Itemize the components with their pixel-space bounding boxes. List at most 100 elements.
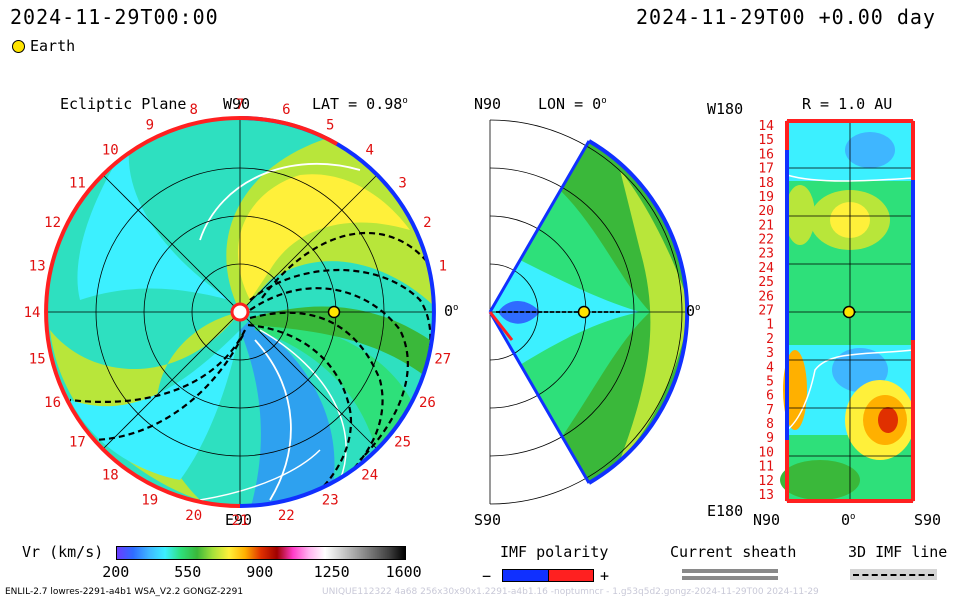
synoptic-e180-label: E180 [707, 502, 744, 520]
ecliptic-title: Ecliptic Plane [60, 95, 187, 113]
meridional-0-label: 0o [686, 302, 701, 320]
meridional-lon-label: LON = 0o [538, 95, 607, 113]
carrington-tick-25: 25 [394, 435, 411, 451]
carrington-tick-labels: 20 21 222324252627123456789101112131415161… [24, 97, 452, 529]
carrington-tick-15: 15 [29, 351, 46, 367]
carrington-tick-11: 11 [69, 175, 86, 191]
meridional-speed-field [490, 141, 688, 483]
synoptic-y-label-19: 19 [758, 190, 774, 205]
carrington-tick-26: 26 [419, 395, 436, 411]
carrington-tick-18: 18 [102, 468, 119, 484]
carrington-tick-9: 9 [146, 118, 154, 134]
synoptic-y-label-12: 12 [758, 474, 774, 489]
colorbar-tick-1600: 1600 [385, 563, 422, 581]
carrington-tick-4: 4 [365, 142, 373, 158]
imf-3d-swatch [850, 569, 937, 580]
ecliptic-speed-field [46, 118, 434, 506]
synoptic-y-label-16: 16 [758, 147, 774, 162]
current-sheath-line-2 [682, 576, 778, 580]
synoptic-y-label-26: 26 [758, 289, 774, 304]
current-sheath-line-1 [682, 569, 778, 573]
colorbar-label: Vr (km/s) [22, 543, 104, 561]
synoptic-y-label-18: 18 [758, 176, 774, 191]
synoptic-y-label-21: 21 [758, 218, 774, 233]
synoptic-y-label-3: 3 [766, 346, 774, 361]
imf-negative-swatch [502, 569, 549, 582]
synoptic-0-label: 0o [841, 511, 856, 529]
meridional-n90-label: N90 [474, 95, 502, 113]
colorbar-tick-550: 550 [174, 563, 202, 581]
synoptic-y-label-13: 13 [758, 488, 774, 503]
carrington-tick-8: 8 [189, 102, 197, 118]
synoptic-n90-label: N90 [753, 511, 781, 529]
imf-plus-label: + [600, 567, 610, 585]
synoptic-y-label-4: 4 [766, 360, 774, 375]
model-info: ENLIL-2.7 lowres-2291-a4b1 WSA_V2.2 GONG… [5, 587, 244, 597]
carrington-tick-7: 7 [236, 97, 244, 113]
carrington-tick-5: 5 [326, 118, 334, 134]
synoptic-y-label-24: 24 [758, 261, 774, 276]
carrington-tick-2: 2 [423, 215, 431, 231]
datetime-right: 2024-11-29T00 +0.00 day [636, 5, 936, 29]
synoptic-y-label-22: 22 [758, 233, 774, 248]
imf-minus-label: − [482, 567, 492, 585]
synoptic-y-label-20: 20 [758, 204, 774, 219]
ecliptic-w90-label: W90 [223, 95, 251, 113]
synoptic-y-label-8: 8 [766, 417, 774, 432]
synoptic-y-label-1: 1 [766, 318, 774, 333]
synoptic-w180-label: W180 [707, 100, 744, 118]
synoptic-y-label-25: 25 [758, 275, 774, 290]
ecliptic-e90-label: E90 [225, 511, 253, 529]
synoptic-y-label-14: 14 [758, 119, 774, 134]
imf-positive-swatch [548, 569, 594, 582]
earth-marker-meridional [577, 305, 591, 319]
run-id: UNIQUE112322 4a68 256x30x90x1.2291-a4b1.… [322, 587, 819, 597]
synoptic-y-label-10: 10 [758, 445, 774, 460]
synoptic-y-label-2: 2 [766, 332, 774, 347]
carrington-tick-22: 22 [278, 508, 295, 524]
carrington-tick-27: 27 [434, 351, 451, 367]
carrington-tick-13: 13 [29, 259, 46, 275]
carrington-tick-20: 20 [185, 508, 202, 524]
carrington-tick-12: 12 [44, 215, 61, 231]
carrington-tick-17: 17 [69, 435, 86, 451]
synoptic-y-label-5: 5 [766, 375, 774, 390]
synoptic-y-label-11: 11 [758, 460, 774, 475]
synoptic-y-label-15: 15 [758, 133, 774, 148]
colorbar-tick-200: 200 [102, 563, 130, 581]
ecliptic-polarity-west [44, 116, 241, 508]
meridional-s90-label: S90 [474, 511, 502, 529]
synoptic-r-label: R = 1.0 AU [802, 95, 893, 113]
carrington-tick-24: 24 [361, 468, 378, 484]
synoptic-s90-label: S90 [914, 511, 942, 529]
carrington-tick-3: 3 [398, 175, 406, 191]
colorbar-tick-1250: 1250 [313, 563, 350, 581]
imf-3d-title: 3D IMF line [848, 543, 948, 561]
sun-marker [230, 302, 250, 322]
synoptic-y-label-9: 9 [766, 431, 774, 446]
synoptic-y-labels: 1415161718192021222324252627123456789101… [758, 119, 774, 503]
imf-polarity-title: IMF polarity [500, 543, 609, 561]
synoptic-y-label-23: 23 [758, 247, 774, 262]
synoptic-y-label-17: 17 [758, 162, 774, 177]
current-sheath-title: Current sheath [670, 543, 797, 561]
earth-marker-synoptic [842, 305, 856, 319]
carrington-tick-21: 21 [232, 513, 249, 529]
carrington-tick-16: 16 [44, 395, 61, 411]
earth-marker [327, 305, 341, 319]
carrington-tick-23: 23 [322, 492, 339, 508]
carrington-tick-1: 1 [439, 259, 447, 275]
carrington-tick-10: 10 [102, 142, 119, 158]
earth-legend-label: Earth [30, 37, 76, 55]
carrington-tick-14: 14 [24, 305, 41, 321]
synoptic-polarity-frame [785, 119, 915, 503]
carrington-tick-19: 19 [141, 492, 158, 508]
synoptic-y-label-27: 27 [758, 304, 774, 319]
colorbar-tick-900: 900 [246, 563, 274, 581]
earth-legend-marker [12, 40, 25, 53]
colorbar [116, 546, 406, 560]
ecliptic-0-label: 0o [444, 302, 459, 320]
synoptic-y-label-7: 7 [766, 403, 774, 418]
synoptic-y-label-6: 6 [766, 389, 774, 404]
